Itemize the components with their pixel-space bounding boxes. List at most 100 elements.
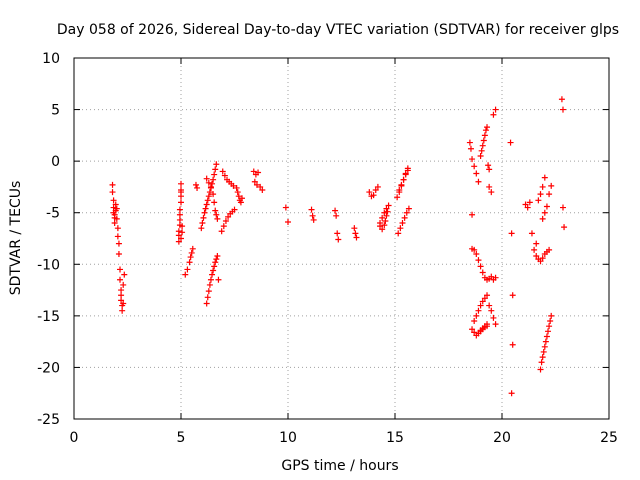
- data-point: [537, 366, 544, 373]
- data-point: [285, 218, 291, 225]
- data-point: [335, 236, 342, 243]
- data-point: [402, 171, 409, 178]
- data-point: [486, 302, 493, 309]
- data-point: [469, 156, 476, 163]
- data-point: [203, 175, 210, 182]
- data-point: [200, 214, 207, 221]
- data-point: [175, 238, 182, 245]
- data-point: [110, 197, 117, 204]
- data-point: [221, 172, 228, 179]
- data-point: [114, 233, 121, 240]
- data-point: [526, 199, 533, 206]
- data-point: [379, 226, 386, 233]
- data-point: [542, 338, 549, 345]
- data-point: [182, 271, 189, 278]
- data-point: [543, 333, 550, 340]
- data-point: [541, 343, 548, 350]
- data-point: [481, 295, 488, 302]
- data-point: [397, 225, 404, 232]
- y-tick-label: -25: [37, 412, 60, 428]
- data-point: [120, 281, 127, 288]
- data-point: [178, 180, 184, 187]
- data-point: [207, 276, 214, 283]
- data-point: [395, 230, 402, 237]
- data-point: [211, 171, 218, 178]
- data-point: [535, 197, 542, 204]
- plot-frame: [73, 57, 610, 420]
- data-point: [222, 217, 229, 224]
- data-point: [473, 312, 480, 319]
- data-point: [205, 193, 212, 200]
- data-point: [404, 167, 411, 174]
- data-point: [179, 229, 186, 236]
- y-tick-label: -5: [46, 206, 60, 222]
- data-point: [188, 249, 195, 256]
- data-point: [539, 183, 546, 190]
- data-point: [113, 215, 120, 222]
- data-point: [478, 147, 485, 154]
- y-tick-label: -10: [37, 257, 60, 273]
- data-point: [471, 163, 478, 170]
- x-tick-label: 20: [493, 430, 511, 446]
- data-point: [114, 225, 121, 232]
- data-point: [385, 202, 392, 209]
- data-point: [308, 206, 315, 213]
- data-point: [111, 211, 118, 218]
- data-point: [186, 259, 193, 266]
- data-point: [225, 213, 232, 220]
- data-point: [235, 193, 242, 200]
- y-tick-label: 0: [51, 154, 60, 170]
- data-point: [202, 205, 209, 212]
- data-point: [381, 209, 388, 216]
- data-point: [384, 208, 391, 215]
- data-point: [486, 183, 493, 190]
- x-tick-label: 25: [600, 430, 618, 446]
- data-point: [282, 204, 289, 211]
- data-point: [475, 178, 482, 185]
- data-point: [539, 255, 546, 262]
- data-point: [231, 206, 238, 213]
- data-point: [333, 212, 340, 219]
- x-tick-label: 10: [279, 430, 297, 446]
- data-point: [488, 273, 495, 280]
- data-point: [118, 297, 125, 304]
- data-point: [211, 263, 218, 270]
- data-point: [477, 152, 484, 159]
- data-point: [213, 211, 220, 218]
- data-point: [259, 187, 266, 194]
- data-point: [209, 180, 216, 187]
- data-point: [210, 191, 217, 198]
- data-point: [547, 318, 554, 325]
- data-point: [381, 222, 388, 229]
- data-points: [109, 96, 568, 397]
- data-point: [211, 199, 218, 206]
- data-point: [509, 292, 516, 299]
- data-point: [475, 330, 482, 337]
- data-point: [205, 179, 212, 186]
- data-point: [176, 211, 183, 218]
- data-point: [109, 181, 116, 188]
- data-point: [484, 124, 491, 131]
- data-point: [179, 223, 186, 230]
- data-point: [396, 189, 403, 196]
- data-point: [204, 197, 211, 204]
- data-point: [230, 182, 237, 189]
- data-point: [213, 256, 220, 263]
- data-point: [379, 214, 386, 221]
- data-point: [198, 225, 205, 232]
- data-point: [213, 161, 220, 168]
- data-point: [178, 235, 184, 242]
- data-point: [119, 307, 126, 314]
- data-point: [351, 225, 358, 232]
- data-point: [189, 245, 196, 252]
- data-point: [559, 204, 566, 211]
- data-point: [210, 176, 217, 183]
- data-point: [109, 189, 116, 196]
- x-tick-label: 15: [386, 430, 404, 446]
- data-point: [561, 224, 568, 231]
- data-point: [508, 230, 515, 237]
- data-point: [488, 189, 495, 196]
- data-point: [377, 223, 384, 230]
- data-point: [401, 214, 408, 221]
- data-point: [471, 329, 478, 336]
